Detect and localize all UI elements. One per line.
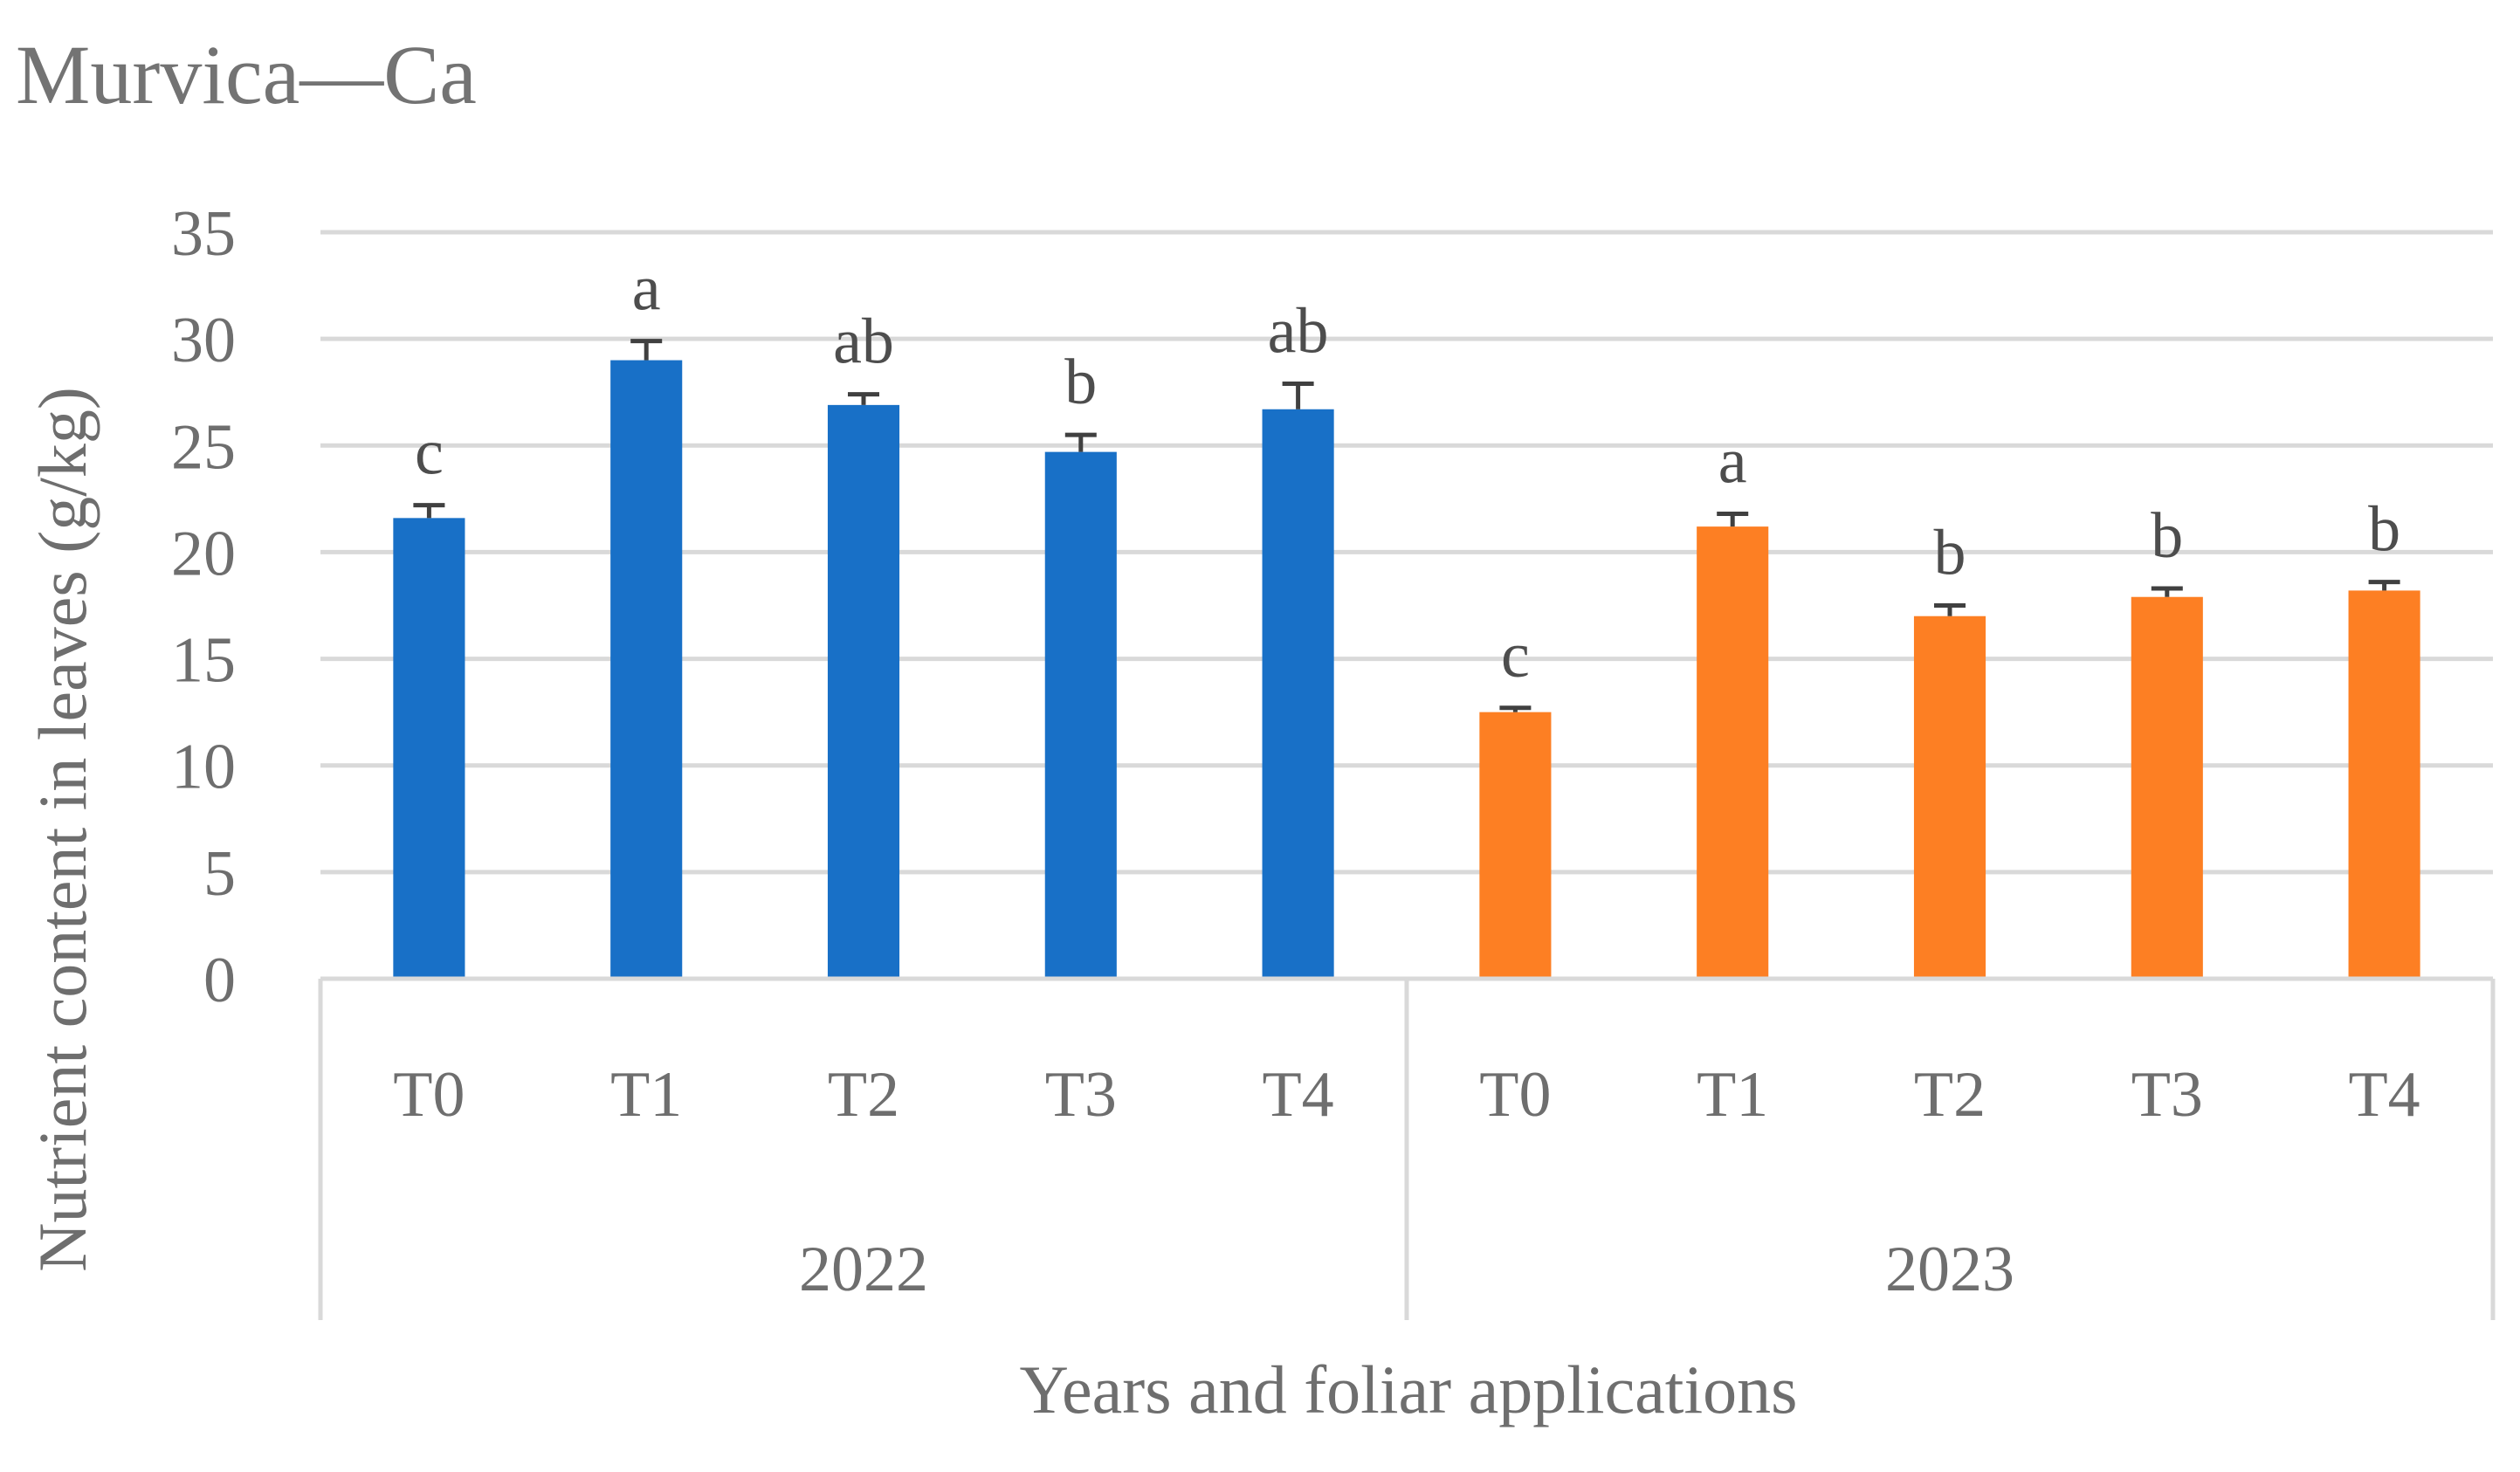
bar <box>2348 590 2420 979</box>
significance-letter: b <box>2151 500 2183 572</box>
x-axis-title: Years and foliar applications <box>1019 1352 1797 1427</box>
bars <box>393 360 2420 980</box>
significance-letter: c <box>415 417 444 489</box>
y-axis-ticks: 0 5 10 15 20 25 30 35 <box>171 198 236 1016</box>
y-axis-title: Nutrient content in leaves (g/kg) <box>24 387 100 1272</box>
bar <box>610 360 683 980</box>
x-tick-label: T1 <box>610 1059 682 1131</box>
x-tick-label: T0 <box>1479 1059 1551 1131</box>
y-tick-label: 15 <box>171 625 236 697</box>
x-axis: T0 T1 T2 T3 T4 2022 T0 T1 T2 T3 T4 2023 <box>318 976 2496 1320</box>
bar <box>393 518 465 979</box>
bar <box>1044 451 1117 979</box>
x-tick-label: T0 <box>393 1059 465 1131</box>
y-tick-label: 30 <box>171 305 236 376</box>
y-tick-label: 10 <box>171 732 236 803</box>
x-tick-label: T3 <box>1045 1059 1117 1131</box>
significance-letter: c <box>1501 620 1530 691</box>
x-tick-label: T1 <box>1697 1059 1768 1131</box>
bar <box>1479 712 1552 979</box>
significance-letter: b <box>1934 518 1966 589</box>
x-group-label: 2022 <box>799 1234 928 1305</box>
y-tick-label: 0 <box>203 945 236 1016</box>
x-tick-label: T2 <box>828 1059 899 1131</box>
x-tick-label: T4 <box>2348 1059 2420 1131</box>
gridlines <box>320 230 2493 875</box>
significance-letter: a <box>1718 425 1747 497</box>
bar <box>1913 616 1986 979</box>
y-tick-label: 20 <box>171 518 236 589</box>
significance-letter: a <box>632 253 661 325</box>
y-tick-label: 5 <box>203 838 236 910</box>
significance-letter: ab <box>833 306 894 378</box>
significance-letter: ab <box>1268 295 1329 367</box>
y-tick-label: 25 <box>171 411 236 483</box>
bar <box>1262 409 1334 979</box>
bar <box>1697 526 1769 979</box>
x-tick-label: T3 <box>2131 1059 2203 1131</box>
error-bars <box>413 339 2400 712</box>
y-tick-label: 35 <box>171 198 236 270</box>
significance-letter: b <box>1064 347 1097 418</box>
x-group-label: 2023 <box>1885 1234 2014 1305</box>
bar <box>827 404 900 979</box>
x-tick-label: T4 <box>1262 1059 1333 1131</box>
significance-letter: b <box>2368 494 2400 566</box>
bar <box>2131 596 2203 979</box>
x-tick-label: T2 <box>1914 1059 1986 1131</box>
chart-title: Murvica—Ca <box>16 28 477 121</box>
